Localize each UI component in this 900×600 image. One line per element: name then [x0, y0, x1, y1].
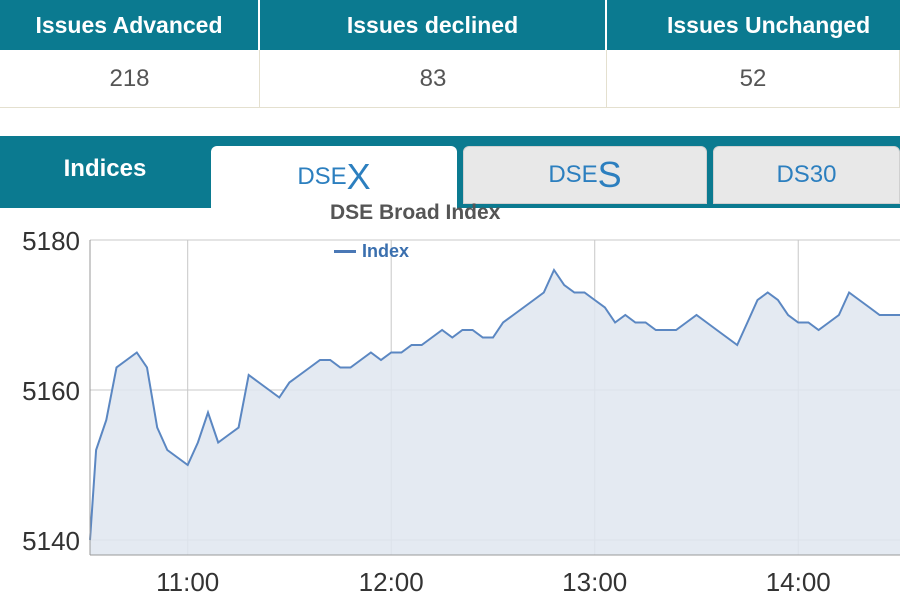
y-tick-label: 5180 — [22, 226, 80, 256]
issues-unchanged-header: Issues Unchanged — [607, 0, 900, 50]
x-tick-label: 14:00 — [766, 567, 831, 597]
index-series-line — [89, 267, 900, 541]
x-tick-label: 12:00 — [359, 567, 424, 597]
legend-index-label: Index — [362, 241, 410, 261]
x-tick-label: 11:00 — [156, 567, 219, 597]
tab-dses-prefix: DSE — [548, 161, 598, 188]
legend-line-swatch — [334, 250, 356, 253]
issues-declined-value: 83 — [260, 50, 607, 108]
issues-summary-table: Issues Advanced Issues declined Issues U… — [0, 0, 900, 110]
chart-legend[interactable]: Index — [334, 241, 409, 262]
y-tick-label: 5160 — [22, 376, 80, 406]
tab-dses[interactable]: DSE S — [463, 146, 707, 204]
issues-advanced-header: Issues Advanced — [0, 0, 260, 50]
chart-title: DSE Broad Index — [330, 201, 501, 224]
chart-tick-labels: 5140 5160 5180 11:00 12:00 13:00 14:00 — [22, 226, 831, 597]
tab-dsex[interactable]: DSE X — [211, 146, 457, 208]
tab-ds30[interactable]: DS30 — [713, 146, 900, 204]
issues-unchanged-value: 52 — [607, 50, 900, 108]
issues-declined-header: Issues declined — [260, 0, 607, 50]
chart-area — [89, 267, 900, 555]
issues-advanced-value: 218 — [0, 50, 260, 108]
chart-axes — [89, 240, 900, 556]
tab-ds30-label: DS30 — [776, 161, 837, 188]
index-area-fill — [90, 270, 900, 555]
tab-dsex-prefix: DSE — [297, 163, 347, 190]
y-tick-label: 5140 — [22, 526, 80, 556]
tab-dsex-letter: X — [346, 156, 371, 197]
tab-dses-letter: S — [597, 154, 622, 195]
x-tick-label: 13:00 — [562, 567, 627, 597]
indices-section-label: Indices — [63, 155, 147, 182]
